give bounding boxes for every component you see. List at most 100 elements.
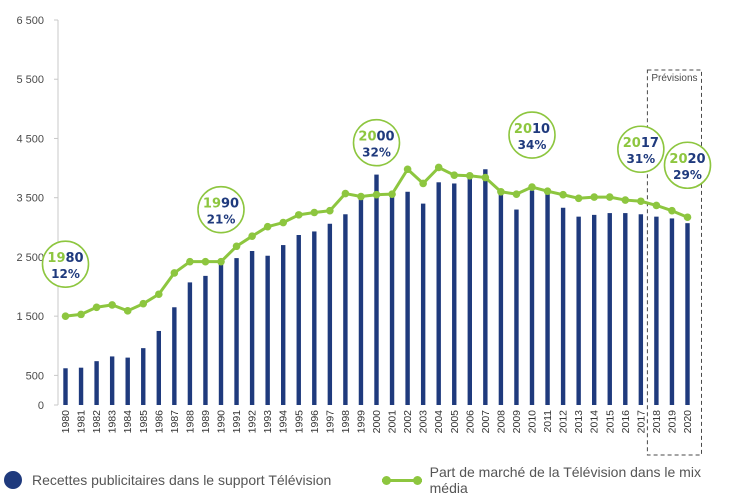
bar-2002 <box>405 191 410 405</box>
x-tick-label-1996: 1996 <box>309 410 321 434</box>
x-tick-label-1999: 1999 <box>355 410 367 434</box>
line-point-2013 <box>574 194 583 203</box>
x-tick-label-1980: 1980 <box>60 410 72 434</box>
x-tick-label-2011: 2011 <box>542 410 554 433</box>
bar-2018 <box>654 216 659 405</box>
line-point-1989 <box>201 257 210 266</box>
line-point-1993 <box>263 222 272 231</box>
line-point-2005 <box>450 171 459 179</box>
line-point-1985 <box>139 299 148 308</box>
x-tick-label-2016: 2016 <box>620 410 632 434</box>
callout-1990 <box>197 185 245 234</box>
bar-1991 <box>234 258 239 405</box>
bar-2015 <box>607 213 612 405</box>
callout-2020 <box>663 141 712 190</box>
bar-2017 <box>638 214 644 405</box>
bar-1998 <box>343 214 348 405</box>
line-point-2017 <box>637 197 645 206</box>
line-point-2010 <box>528 183 536 191</box>
x-tick-label-1987: 1987 <box>169 410 181 434</box>
callout-pct-2020: 29% <box>673 168 702 182</box>
x-tick-label-2020: 2020 <box>682 410 694 434</box>
callout-pct-2000: 32% <box>362 146 391 160</box>
line-point-1994 <box>279 218 288 227</box>
bar-2003 <box>420 203 426 405</box>
bar-2006 <box>467 172 472 405</box>
callout-1980 <box>41 240 90 288</box>
legend-bar-label: Recettes publicitaires dans le support T… <box>32 472 332 488</box>
x-tick-label-2007: 2007 <box>480 410 492 434</box>
forecast-label: Prévisions <box>651 73 697 84</box>
x-tick-label-2015: 2015 <box>604 410 616 434</box>
x-tick-label-1983: 1983 <box>107 410 119 434</box>
line-point-1992 <box>248 232 256 240</box>
bar-1981 <box>78 367 84 405</box>
callout-pct-1990: 21% <box>207 213 236 227</box>
line-point-2015 <box>605 193 614 201</box>
bar-1988 <box>187 282 193 405</box>
x-tick-label-2002: 2002 <box>402 410 414 434</box>
line-point-1987 <box>170 269 179 277</box>
bar-1994 <box>281 245 286 405</box>
bar-2008 <box>498 193 504 405</box>
line-point-1981 <box>77 310 85 319</box>
x-tick-label-1995: 1995 <box>293 410 305 434</box>
legend-item-bars: Recettes publicitaires dans le support T… <box>4 469 331 491</box>
y-tick-label: 1 500 <box>16 311 44 323</box>
bar-2020 <box>685 223 690 405</box>
x-tick-label-1998: 1998 <box>340 410 352 434</box>
callout-year-2000: 2000 <box>358 130 394 145</box>
bar-1989 <box>203 275 208 405</box>
bar-2010 <box>529 190 535 405</box>
bar-2013 <box>576 216 581 405</box>
bar-1984 <box>125 357 130 405</box>
x-tick-label-1991: 1991 <box>231 410 243 434</box>
x-tick-label-2018: 2018 <box>651 410 663 434</box>
bar-1987 <box>172 307 177 405</box>
bar-2009 <box>514 209 519 405</box>
x-tick-label-1989: 1989 <box>200 410 212 434</box>
y-tick-label: 0 <box>38 400 44 412</box>
bar-1985 <box>141 348 146 405</box>
legend-line-swatch <box>382 473 422 487</box>
x-tick-label-2009: 2009 <box>511 410 523 434</box>
line-point-1996 <box>310 208 319 217</box>
x-tick-label-1997: 1997 <box>324 410 336 434</box>
x-tick-label-1993: 1993 <box>262 410 274 434</box>
bar-2016 <box>623 213 628 405</box>
y-tick-label: 5 500 <box>16 74 44 86</box>
bar-2001 <box>389 192 395 405</box>
x-tick-label-2000: 2000 <box>371 410 383 434</box>
x-tick-label-2005: 2005 <box>449 410 461 434</box>
callout-pct-1980: 12% <box>51 267 80 281</box>
bar-1982 <box>94 361 99 405</box>
bar-2000 <box>374 174 379 405</box>
x-tick-label-2006: 2006 <box>464 410 476 434</box>
line-point-2001 <box>388 190 396 198</box>
line-point-2011 <box>543 187 552 195</box>
bar-2012 <box>560 207 566 405</box>
line-point-2004 <box>434 163 443 172</box>
x-tick-label-2017: 2017 <box>635 410 647 434</box>
bar-2005 <box>452 183 457 405</box>
bar-1983 <box>109 356 115 405</box>
bar-2007 <box>483 169 488 405</box>
y-tick-label: 6 500 <box>16 15 44 27</box>
y-tick-label: 500 <box>26 370 44 382</box>
x-tick-label-1984: 1984 <box>122 410 134 434</box>
line-point-2016 <box>621 196 630 204</box>
x-tick-label-2001: 2001 <box>387 410 399 434</box>
y-tick-label: 4 500 <box>16 133 44 145</box>
x-tick-label-2012: 2012 <box>558 410 570 434</box>
callout-2010 <box>508 111 556 159</box>
callout-pct-2017: 31% <box>626 152 655 166</box>
callout-2000 <box>352 118 401 167</box>
y-tick-label: 2 500 <box>16 252 44 264</box>
line-point-2002 <box>403 165 412 174</box>
callout-year-1980: 1980 <box>47 251 83 266</box>
callout-pct-2010: 34% <box>518 138 547 152</box>
line-point-2000 <box>372 190 381 199</box>
x-tick-label-1985: 1985 <box>138 410 150 434</box>
x-tick-label-1994: 1994 <box>278 410 290 434</box>
line-point-1999 <box>357 192 365 201</box>
